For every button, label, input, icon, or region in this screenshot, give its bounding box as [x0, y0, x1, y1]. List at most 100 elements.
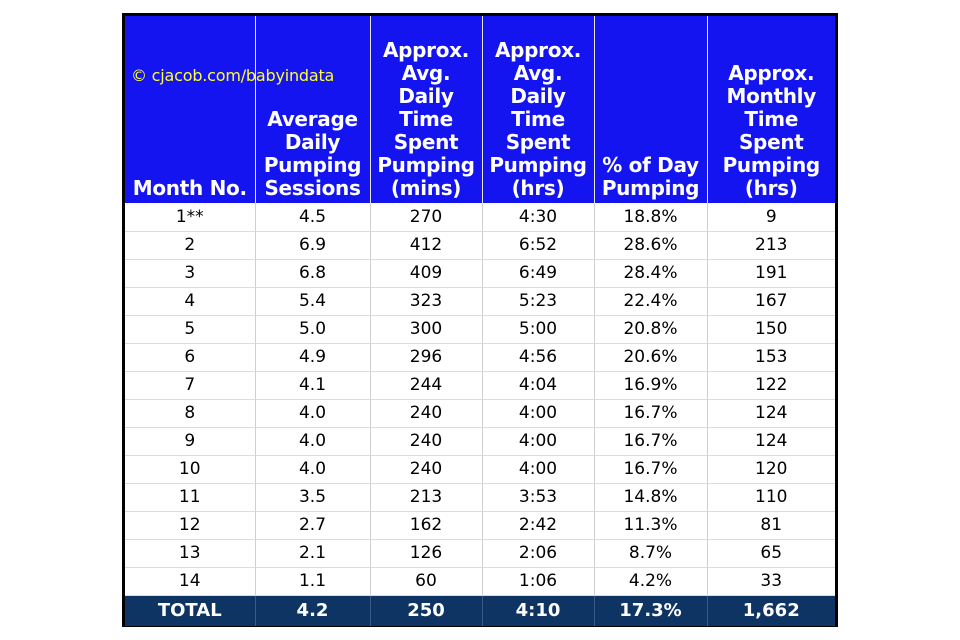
- column-header-monthly-hrs: Approx. Monthly Time Spent Pumping (hrs): [707, 16, 835, 203]
- table-cell: 16.7%: [594, 427, 708, 456]
- table-cell: 4.0: [255, 399, 371, 428]
- table-row: 5 5.0 300 5:00 20.8% 150: [125, 315, 835, 344]
- table-cell: 124: [707, 399, 835, 428]
- month-cell: 5: [125, 315, 256, 344]
- table-cell: 4:04: [482, 371, 595, 400]
- table-cell: 81: [707, 511, 835, 540]
- column-header-percent-day: % of Day Pumping: [594, 16, 708, 203]
- month-cell: 11: [125, 483, 256, 512]
- data-table: © cjacob.com/babyindata Month No. Averag…: [125, 16, 835, 626]
- table-cell: 4.0: [255, 427, 371, 456]
- month-cell: 4: [125, 287, 256, 316]
- column-header-label: Month No.: [132, 176, 247, 200]
- table-cell: 4:00: [482, 399, 595, 428]
- table-cell: 16.9%: [594, 371, 708, 400]
- table-cell: 124: [707, 427, 835, 456]
- table-cell: 4:00: [482, 455, 595, 484]
- pumping-data-table: © cjacob.com/babyindata Month No. Averag…: [122, 13, 838, 627]
- column-header-label: % of Day Pumping: [601, 153, 700, 200]
- table-cell: 4:00: [482, 427, 595, 456]
- table-cell: 6.8: [255, 259, 371, 288]
- total-cell: 4.2: [255, 595, 371, 626]
- month-cell: 13: [125, 539, 256, 568]
- month-cell: 8: [125, 399, 256, 428]
- table-cell: 5.4: [255, 287, 371, 316]
- table-cell: 11.3%: [594, 511, 708, 540]
- table-cell: 20.8%: [594, 315, 708, 344]
- table-cell: 412: [370, 231, 483, 260]
- table-cell: 5:23: [482, 287, 595, 316]
- total-cell: 17.3%: [594, 595, 708, 626]
- table-cell: 9: [707, 203, 835, 232]
- table-row: 14 1.1 60 1:06 4.2% 33: [125, 567, 835, 596]
- table-cell: 213: [370, 483, 483, 512]
- header-row: © cjacob.com/babyindata Month No. Averag…: [125, 16, 835, 203]
- total-cell: 250: [370, 595, 483, 626]
- month-cell: 9: [125, 427, 256, 456]
- table-cell: 6.9: [255, 231, 371, 260]
- table-row: 7 4.1 244 4:04 16.9% 122: [125, 371, 835, 400]
- table-cell: 126: [370, 539, 483, 568]
- table-cell: 16.7%: [594, 455, 708, 484]
- table-cell: 6:52: [482, 231, 595, 260]
- total-row: TOTAL 4.2 250 4:10 17.3% 1,662: [125, 595, 835, 626]
- month-cell: 10: [125, 455, 256, 484]
- table-cell: 28.4%: [594, 259, 708, 288]
- table-cell: 2:42: [482, 511, 595, 540]
- table-row: 6 4.9 296 4:56 20.6% 153: [125, 343, 835, 372]
- table-cell: 4:30: [482, 203, 595, 232]
- table-cell: 65: [707, 539, 835, 568]
- table-cell: 4.0: [255, 455, 371, 484]
- column-header-daily-mins: Approx. Avg. Daily Time Spent Pumping (m…: [370, 16, 483, 203]
- total-cell: 4:10: [482, 595, 595, 626]
- table-cell: 33: [707, 567, 835, 596]
- table-cell: 300: [370, 315, 483, 344]
- table-row: 13 2.1 126 2:06 8.7% 65: [125, 539, 835, 568]
- table-cell: 296: [370, 343, 483, 372]
- table-cell: 240: [370, 427, 483, 456]
- table-body: 1** 4.5 270 4:30 18.8% 9 2 6.9 412 6:52 28.6% 213 3 6…: [125, 203, 835, 596]
- table-cell: 150: [707, 315, 835, 344]
- column-header-daily-hrs: Approx. Avg. Daily Time Spent Pumping (h…: [482, 16, 595, 203]
- table-cell: 270: [370, 203, 483, 232]
- table-cell: 4.2%: [594, 567, 708, 596]
- table-cell: 3:53: [482, 483, 595, 512]
- table-cell: 6:49: [482, 259, 595, 288]
- table-cell: 2:06: [482, 539, 595, 568]
- month-cell: 6: [125, 343, 256, 372]
- table-cell: 323: [370, 287, 483, 316]
- table-cell: 3.5: [255, 483, 371, 512]
- column-header-sessions: Average Daily Pumping Sessions: [255, 16, 371, 203]
- table-cell: 4.1: [255, 371, 371, 400]
- table-row: 10 4.0 240 4:00 16.7% 120: [125, 455, 835, 484]
- table-cell: 60: [370, 567, 483, 596]
- table-cell: 4.5: [255, 203, 371, 232]
- table-cell: 4.9: [255, 343, 371, 372]
- month-cell: 14: [125, 567, 256, 596]
- table-cell: 153: [707, 343, 835, 372]
- table-cell: 122: [707, 371, 835, 400]
- total-cell: 1,662: [707, 595, 835, 626]
- month-cell: 3: [125, 259, 256, 288]
- table-cell: 18.8%: [594, 203, 708, 232]
- table-cell: 2.7: [255, 511, 371, 540]
- table-row: 9 4.0 240 4:00 16.7% 124: [125, 427, 835, 456]
- table-cell: 240: [370, 399, 483, 428]
- table-row: 4 5.4 323 5:23 22.4% 167: [125, 287, 835, 316]
- table-cell: 240: [370, 455, 483, 484]
- table-cell: 22.4%: [594, 287, 708, 316]
- table-row: 12 2.7 162 2:42 11.3% 81: [125, 511, 835, 540]
- table-cell: 4:56: [482, 343, 595, 372]
- table-cell: 244: [370, 371, 483, 400]
- table-cell: 2.1: [255, 539, 371, 568]
- table-row: 3 6.8 409 6:49 28.4% 191: [125, 259, 835, 288]
- table-row: 2 6.9 412 6:52 28.6% 213: [125, 231, 835, 260]
- table-cell: 167: [707, 287, 835, 316]
- table-cell: 191: [707, 259, 835, 288]
- table-cell: 28.6%: [594, 231, 708, 260]
- column-header-label: Average Daily Pumping Sessions: [263, 107, 362, 200]
- total-label: TOTAL: [125, 595, 256, 626]
- table-cell: 8.7%: [594, 539, 708, 568]
- table-cell: 5.0: [255, 315, 371, 344]
- column-header-month: © cjacob.com/babyindata Month No.: [125, 16, 334, 203]
